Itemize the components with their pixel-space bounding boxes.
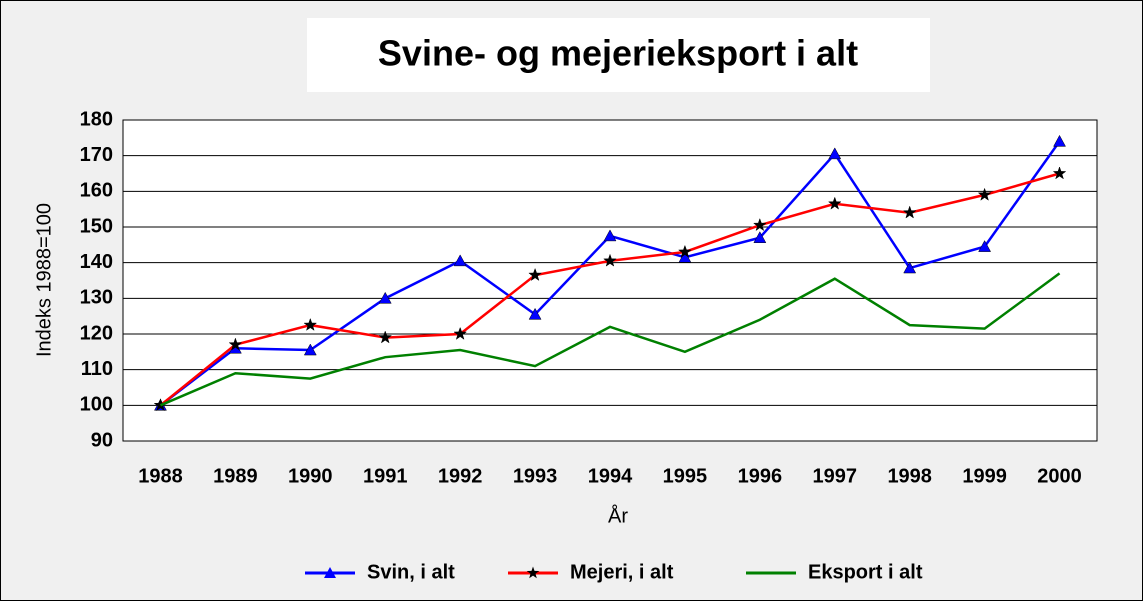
x-tick-label: 1993 — [513, 465, 558, 487]
marker — [752, 217, 767, 232]
x-tick-label: 1995 — [663, 465, 708, 487]
marker — [303, 343, 317, 356]
x-tick-label: 1989 — [213, 465, 258, 487]
plot-area — [122, 119, 1098, 442]
marker — [453, 254, 467, 267]
x-tick-label: 1996 — [738, 465, 783, 487]
title-box — [307, 18, 930, 92]
x-tick-label: 2000 — [1037, 465, 1082, 487]
y-tick-label: 140 — [80, 251, 113, 273]
y-tick-label: 180 — [80, 108, 113, 130]
marker — [1052, 166, 1067, 180]
legend-marker — [526, 566, 540, 579]
marker — [903, 261, 917, 274]
x-tick-label: 1990 — [288, 465, 333, 487]
marker — [453, 326, 468, 340]
marker — [378, 330, 393, 344]
y-tick-label: 120 — [80, 322, 113, 344]
marker — [228, 337, 243, 351]
y-axis-label: Indeks 1988=100 — [33, 203, 55, 357]
y-tick-label: 150 — [80, 215, 113, 237]
marker — [978, 240, 992, 252]
legend-label: Eksport i alt — [808, 561, 923, 583]
marker — [378, 291, 392, 304]
x-tick-label: 1991 — [363, 465, 408, 487]
marker — [827, 196, 842, 210]
marker — [603, 229, 617, 242]
x-tick-label: 1999 — [962, 465, 1007, 487]
legend-label: Svin, i alt — [367, 561, 455, 583]
legend-label: Mejeri, i alt — [570, 561, 674, 583]
marker — [528, 307, 542, 320]
y-tick-label: 130 — [80, 287, 113, 309]
x-tick-label: 1988 — [138, 465, 183, 487]
marker — [528, 267, 543, 282]
legend-marker — [324, 567, 336, 578]
marker — [977, 187, 992, 201]
marker — [677, 244, 692, 258]
y-tick-label: 110 — [81, 358, 113, 380]
x-axis-label: År — [608, 504, 628, 527]
y-tick-label: 100 — [80, 394, 113, 416]
chart-title: Svine- og mejerieksport i alt — [378, 33, 858, 74]
x-tick-label: 1994 — [588, 465, 633, 487]
line — [159, 272, 1061, 407]
x-tick-label: 1997 — [813, 465, 858, 487]
marker — [902, 205, 917, 219]
x-tick-label: 1992 — [438, 465, 483, 487]
y-tick-label: 90 — [91, 429, 113, 451]
marker — [1053, 134, 1066, 147]
marker — [303, 317, 318, 331]
x-tick-label: 1998 — [887, 465, 932, 487]
marker — [603, 253, 617, 267]
marker — [753, 231, 767, 243]
marker — [828, 147, 842, 160]
y-tick-label: 160 — [80, 180, 113, 202]
y-tick-label: 170 — [80, 144, 113, 166]
